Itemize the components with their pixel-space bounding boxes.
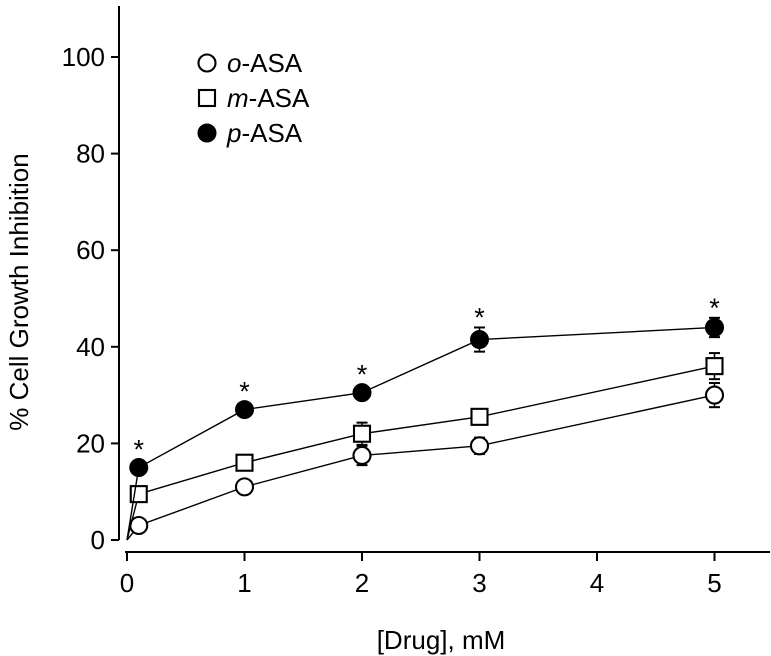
open-circle-marker — [352, 445, 372, 466]
x-tick-label: 3 — [472, 568, 486, 598]
y-tick-label: 100 — [62, 42, 105, 72]
series-o-ASA — [126, 382, 725, 541]
series-line — [126, 394, 715, 541]
x-tick-label: 4 — [590, 568, 604, 598]
open-circle-marker — [704, 385, 725, 405]
open-circle-marker — [197, 53, 217, 73]
legend-item-o-ASA: o-ASA — [197, 48, 303, 78]
legend-label-italic-prefix: o — [227, 48, 241, 78]
x-tick-label: 5 — [707, 568, 721, 598]
series-line — [126, 326, 715, 541]
filled-circle-marker — [470, 330, 489, 350]
y-tick-label: 60 — [76, 235, 105, 265]
filled-circle-marker — [197, 123, 217, 143]
x-axis-title: [Drug], mM — [377, 625, 506, 655]
axes-layer: 0 20 40 60 80 100 0 1 2 3 4 5 — [62, 6, 770, 598]
significance-asterisk: * — [239, 377, 250, 407]
open-square-marker — [235, 453, 254, 472]
open-circle-marker — [469, 436, 490, 456]
y-axis-title: % Cell Growth Inhibition — [4, 153, 34, 430]
significance-asterisk: * — [474, 302, 485, 332]
significance-asterisk: * — [133, 435, 144, 465]
x-tick-label: 0 — [120, 568, 134, 598]
y-tick-label: 20 — [76, 428, 105, 458]
open-square-marker — [197, 88, 217, 108]
filled-circle-marker — [129, 458, 149, 478]
legend-label-italic-prefix: m — [227, 83, 249, 113]
significance-asterisk: * — [357, 360, 368, 390]
filled-circle-marker — [352, 383, 372, 403]
legend-label-rest: -ASA — [249, 83, 310, 113]
series-p-ASA: * * * * * — [126, 293, 724, 541]
legend-label-rest: -ASA — [241, 118, 302, 148]
open-square-marker — [352, 424, 372, 443]
y-tick-label: 80 — [76, 139, 105, 169]
series-layer: * * * * * — [126, 293, 725, 541]
series-line — [126, 365, 715, 541]
x-tick-label: 2 — [355, 568, 369, 598]
legend-item-label: o-ASA — [227, 48, 303, 78]
series-m-ASA — [126, 352, 724, 541]
legend-label-rest: -ASA — [241, 48, 302, 78]
filled-circle-marker — [235, 400, 254, 420]
legend-item-m-ASA: m-ASA — [197, 83, 310, 113]
significance-asterisk: * — [709, 293, 720, 323]
y-tick-label: 0 — [91, 525, 105, 555]
legend-item-label: m-ASA — [227, 83, 310, 113]
legend-item-label: p-ASA — [226, 118, 303, 148]
legend-item-p-ASA: p-ASA — [197, 118, 303, 148]
open-circle-marker — [234, 477, 255, 497]
open-square-marker — [470, 407, 489, 426]
open-square-marker — [705, 357, 724, 376]
x-tick-label: 1 — [237, 568, 251, 598]
y-tick-label: 40 — [76, 332, 105, 362]
legend-label-italic-prefix: p — [226, 118, 241, 148]
filled-circle-marker — [705, 317, 724, 337]
